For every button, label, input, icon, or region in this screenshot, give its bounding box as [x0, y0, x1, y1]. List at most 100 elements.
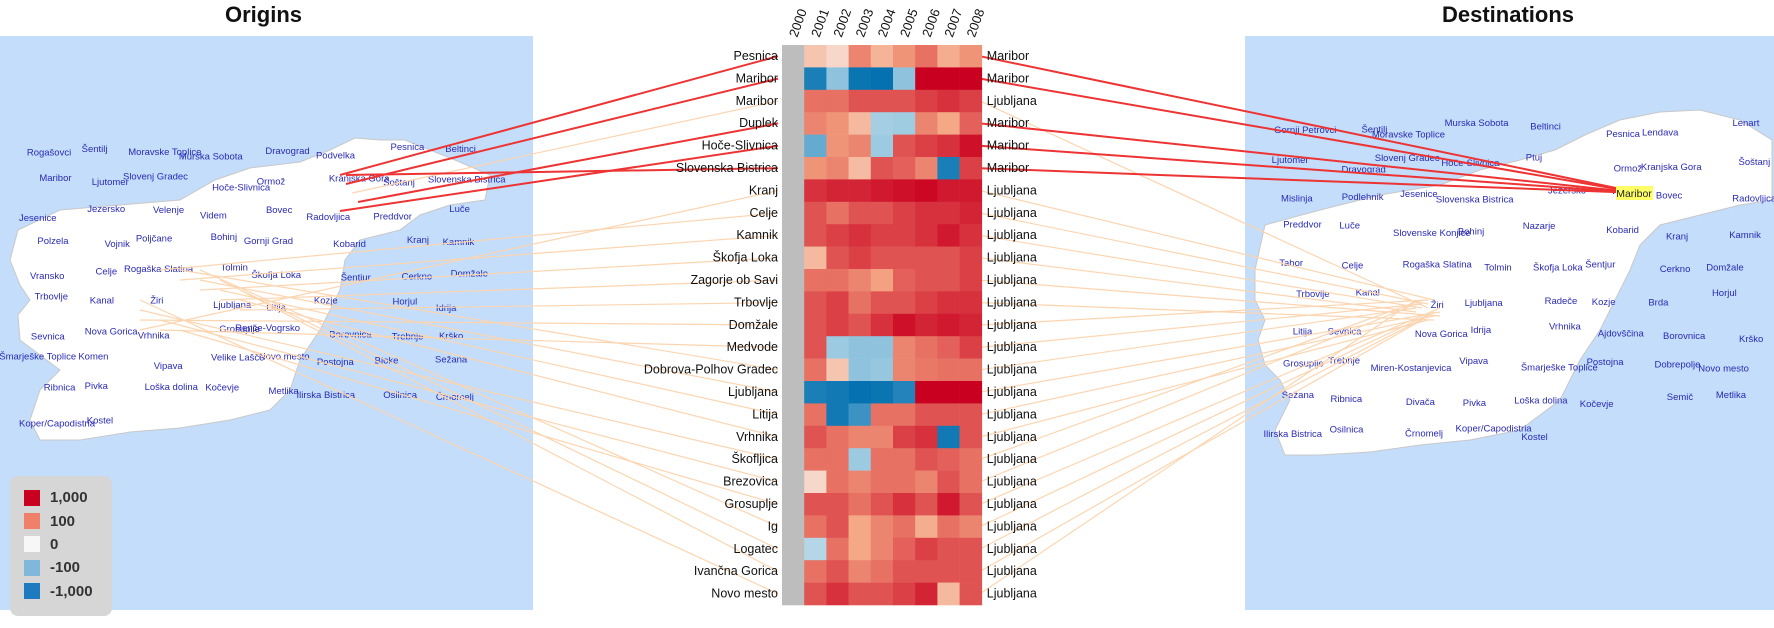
year-label: 2002: [830, 7, 854, 39]
destination-flow-line: [979, 100, 1429, 309]
destination-map-label: Nova Gorica: [1415, 329, 1469, 340]
origin-map-label: Škofja Loka: [251, 270, 301, 281]
heatmap-cell: [893, 493, 916, 516]
destination-map-label: Radovljica: [1732, 193, 1774, 204]
heatmap-cell: [915, 201, 938, 225]
heatmap-cell: [782, 403, 805, 427]
heatmap-cell: [915, 269, 938, 292]
destination-row-label: Ljubljana: [987, 385, 1037, 399]
origin-map-label: Šentilj: [82, 144, 108, 155]
heatmap-cell: [893, 336, 916, 359]
origin-map-label: Ilirska Bistrica: [297, 390, 356, 401]
heatmap-cell: [848, 537, 872, 561]
heatmap-cell: [893, 269, 916, 292]
destination-map-label: Sežana: [1282, 390, 1315, 401]
origin-map-label: Loška dolina: [145, 382, 199, 393]
destination-map-label: Nazarje: [1523, 221, 1556, 232]
destination-map-label: Vrhnika: [1549, 321, 1582, 332]
origin-map-label: Šentjur: [341, 273, 371, 284]
heatmap-cell: [848, 493, 872, 516]
heatmap-cell: [937, 358, 960, 382]
destination-map-label: Sevnica: [1328, 326, 1363, 337]
heatmap-cell: [915, 179, 938, 203]
heatmap-cell: [826, 582, 849, 606]
heatmap-cell: [893, 381, 916, 404]
heatmap-cell: [782, 537, 805, 561]
year-label: 2000: [786, 7, 810, 39]
legend-label: -1,000: [50, 582, 93, 600]
origin-row-label: Maribor: [736, 71, 778, 85]
heatmap-cell: [870, 358, 894, 382]
heatmap-cell: [893, 425, 916, 449]
heatmap-cell: [937, 381, 960, 404]
heatmap-cell: [848, 448, 872, 471]
heatmap-cell: [804, 134, 827, 158]
destination-flow-line: [979, 303, 1423, 348]
origin-map-label: Pivka: [85, 381, 109, 392]
origin-map-label: Velenje: [153, 205, 184, 216]
origin-map-label: Preddvor: [373, 212, 412, 223]
origin-row-label: Slovenska Bistrica: [676, 161, 778, 175]
destination-map-label: Cerkno: [1660, 264, 1691, 275]
destination-row-label: Maribor: [987, 71, 1029, 85]
heatmap-cell: [804, 425, 827, 449]
origin-map-label: Rogaška Slatina: [124, 264, 194, 275]
origin-map-label: Bohinj: [211, 232, 237, 243]
origin-flow-line: [199, 257, 779, 291]
origin-map-label: Ljubljana: [213, 300, 252, 311]
destination-row-label: Ljubljana: [987, 251, 1037, 265]
destination-map-label: Koper/Capodistria: [1456, 423, 1533, 434]
heatmap-cell: [937, 425, 960, 449]
heatmap-cell: [937, 67, 960, 91]
heatmap-cell: [893, 179, 916, 203]
origin-map-label: Trbovlje: [35, 291, 68, 302]
destination-map-label: Ljutomer: [1272, 155, 1309, 166]
heatmap-cell: [826, 448, 849, 471]
heatmap-cell: [870, 560, 894, 583]
destination-row-label: Ljubljana: [987, 340, 1037, 354]
heatmap-cell: [893, 470, 916, 494]
destination-map-label: Lenart: [1732, 118, 1759, 129]
destination-map-label: Rogaška Slatina: [1403, 260, 1473, 271]
destination-map-label: Žiri: [1431, 300, 1444, 311]
heatmap-cell: [826, 134, 849, 158]
heatmap-cell: [937, 45, 960, 68]
heatmap-cell: [915, 134, 938, 158]
heatmap-cell: [804, 403, 827, 427]
destination-map-label: Borovnica: [1663, 331, 1706, 342]
heatmap-cell: [937, 89, 960, 113]
heatmap-cell: [848, 582, 872, 606]
heatmap-cell: [826, 560, 849, 583]
origin-row-label: Ivančna Gorica: [694, 564, 778, 578]
origin-map-label: Polzela: [37, 236, 69, 247]
origin-row-label: Dobrova-Polhov Gradec: [644, 363, 778, 377]
destination-map-label: Krško: [1739, 334, 1763, 345]
year-label: 2008: [963, 7, 987, 39]
heatmap-cell: [804, 336, 827, 359]
destination-map-label: Šoštanj: [1739, 157, 1771, 168]
heatmap-cell: [848, 381, 872, 404]
heatmap-cell: [959, 425, 983, 449]
heatmap-cell: [959, 201, 983, 225]
destination-map-label: Loška dolina: [1514, 396, 1568, 407]
legend-item: 100: [24, 509, 112, 532]
heatmap-cell: [870, 179, 894, 203]
heatmap-cell: [782, 582, 805, 606]
origin-map-label: Domžale: [451, 269, 489, 280]
origins-slovenia-outline: [9, 137, 491, 441]
destinations-title: Destinations: [1442, 2, 1575, 27]
origin-map-label: Litija: [266, 302, 286, 313]
legend-label: 1,000: [50, 489, 88, 507]
origin-map-label: Videm: [200, 210, 227, 221]
legend-swatch: [24, 559, 40, 576]
heatmap-cell: [870, 67, 894, 91]
destination-map-label: Slovenj Gradec: [1375, 153, 1440, 164]
destination-row-label: Ljubljana: [987, 363, 1037, 377]
heatmap-cell: [893, 201, 916, 225]
destination-map-label: Podlehnik: [1342, 192, 1384, 203]
destination-map-label: Litija: [1293, 327, 1313, 338]
origin-map-label: Nova Gorica: [85, 327, 139, 338]
heatmap-cell: [848, 201, 872, 225]
destination-row-label: Ljubljana: [987, 318, 1037, 332]
